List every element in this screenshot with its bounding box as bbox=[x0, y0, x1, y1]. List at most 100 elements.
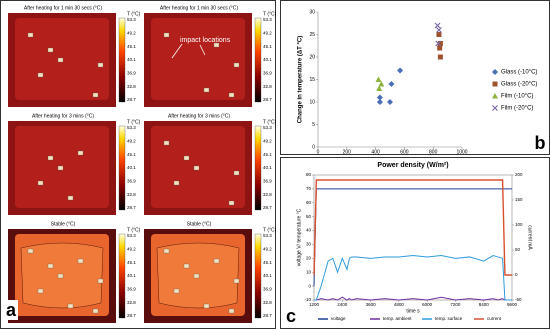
y-tick-label: 10 bbox=[306, 269, 312, 274]
marker bbox=[376, 94, 383, 101]
y-tick-label: 70 bbox=[306, 186, 312, 191]
panel-letter-box bbox=[4, 300, 18, 320]
y-tick-label: 40 bbox=[306, 228, 312, 233]
panel-letter: a bbox=[6, 300, 17, 320]
thermal-title: After heating for 1 min 30 secs (°C) bbox=[160, 5, 238, 11]
x-tick-label: 3600 bbox=[366, 302, 377, 307]
colorbar-title: T (°C) bbox=[263, 11, 277, 17]
colorbar-tick-label: 36.9 bbox=[263, 179, 272, 184]
colorbar-tick-label: 53.3 bbox=[127, 233, 136, 238]
colorbar-title: T (°C) bbox=[263, 227, 277, 233]
measurement-spot bbox=[203, 303, 210, 309]
measurement-spot bbox=[47, 47, 54, 53]
x-tick-label: 8400 bbox=[479, 302, 490, 307]
panel-letter-box bbox=[533, 133, 547, 153]
measurement-spot bbox=[233, 170, 240, 176]
colorbar-tick-label: 53.3 bbox=[127, 17, 136, 22]
chart-title: Power density (W/m²) bbox=[377, 162, 448, 169]
y-tick-label: 50 bbox=[306, 214, 312, 219]
marker bbox=[434, 22, 441, 29]
panel-b-frame bbox=[280, 0, 550, 155]
thermal-title: After heating for 3 mins (°C) bbox=[168, 113, 230, 119]
measurement-spot bbox=[213, 42, 220, 48]
measurement-spot bbox=[47, 155, 54, 161]
colorbar bbox=[254, 17, 262, 103]
y-tick-label: 25 bbox=[309, 32, 315, 38]
thermal-title: Stable (°C) bbox=[187, 221, 212, 227]
measurement-spot bbox=[92, 92, 99, 98]
annotation: impact locations bbox=[180, 37, 231, 44]
colorbar-tick-label: 40.1 bbox=[127, 165, 136, 170]
marker bbox=[378, 81, 385, 87]
x-tick-label: 200 bbox=[343, 149, 352, 155]
marker bbox=[388, 81, 395, 87]
colorbar bbox=[118, 125, 126, 211]
legend-label: Glass (-10°C) bbox=[501, 70, 537, 76]
y-tick-label: 80 bbox=[306, 172, 312, 177]
colorbar-tick-label: 49.2 bbox=[263, 139, 272, 144]
y2-tick-label: 50 bbox=[515, 247, 521, 252]
colorbar-tick-label: 49.2 bbox=[127, 31, 136, 36]
y-tick-label: 20 bbox=[306, 256, 312, 261]
measurement-spot bbox=[213, 258, 220, 264]
colorbar-tick-label: 36.9 bbox=[127, 287, 136, 292]
colorbar-tick-label: 28.7 bbox=[127, 205, 136, 210]
marker bbox=[435, 40, 442, 47]
series-line bbox=[314, 296, 512, 301]
colorbar-tick-label: 36.9 bbox=[263, 287, 272, 292]
measurement-spot bbox=[27, 32, 34, 38]
x-tick-label: 800 bbox=[429, 149, 438, 155]
panel-letter: b bbox=[535, 133, 546, 153]
measurement-spot bbox=[163, 140, 170, 146]
y2-tick-label: 150 bbox=[515, 197, 523, 202]
measurement-spot bbox=[57, 273, 64, 279]
series-line bbox=[313, 179, 512, 276]
measurement-spot bbox=[77, 150, 84, 156]
series-line bbox=[314, 255, 512, 301]
colorbar-tick-label: 32.8 bbox=[263, 192, 272, 197]
colorbar-tick-label: 32.8 bbox=[127, 84, 136, 89]
measurement-spot bbox=[233, 62, 240, 68]
colorbar-tick-label: 28.7 bbox=[127, 97, 136, 102]
measurement-spot bbox=[228, 308, 235, 314]
panel-letter: c bbox=[286, 306, 296, 326]
marker bbox=[376, 85, 383, 91]
annotation-arrow bbox=[199, 44, 206, 56]
annotation-arrow bbox=[171, 43, 183, 59]
measurement-spot bbox=[173, 288, 180, 294]
measurement-spot bbox=[193, 273, 200, 279]
x-axis-label: time s bbox=[406, 308, 420, 314]
legend-marker bbox=[492, 105, 498, 111]
measurement-spot bbox=[183, 263, 190, 269]
measurement-spot bbox=[193, 165, 200, 171]
measurement-spot bbox=[97, 278, 104, 284]
colorbar-tick-label: 49.2 bbox=[263, 31, 272, 36]
plot-frame bbox=[313, 174, 513, 301]
colorbar-tick-label: 49.2 bbox=[127, 139, 136, 144]
legend-label: Film (-20°C) bbox=[501, 106, 533, 112]
colorbar-title: T (°C) bbox=[263, 119, 277, 125]
colorbar-tick-label: 53.3 bbox=[263, 17, 272, 22]
legend-label: current bbox=[487, 316, 502, 321]
measurement-spot bbox=[233, 278, 240, 284]
colorbar-tick-label: 36.9 bbox=[127, 179, 136, 184]
colorbar-tick-label: 53.3 bbox=[263, 125, 272, 130]
measurement-spot bbox=[67, 195, 74, 201]
thermal-surface bbox=[151, 18, 245, 100]
y-tick-label: 5 bbox=[312, 122, 315, 128]
measurement-spot bbox=[92, 308, 99, 314]
colorbar-tick-label: 28.7 bbox=[263, 97, 272, 102]
x-tick-label: 1000 bbox=[456, 149, 467, 155]
y-tick-label: 60 bbox=[306, 200, 312, 205]
y-tick-label: 30 bbox=[306, 242, 312, 247]
marker bbox=[437, 54, 443, 60]
colorbar-tick-label: 45.1 bbox=[127, 44, 136, 49]
measurement-spot bbox=[203, 87, 210, 93]
colorbar-tick-label: 53.3 bbox=[263, 233, 272, 238]
measurement-spot bbox=[183, 155, 190, 161]
measurement-spot bbox=[37, 72, 44, 78]
series-line bbox=[313, 188, 512, 287]
colorbar-tick-label: 28.7 bbox=[127, 313, 136, 318]
measurement-spot bbox=[37, 288, 44, 294]
